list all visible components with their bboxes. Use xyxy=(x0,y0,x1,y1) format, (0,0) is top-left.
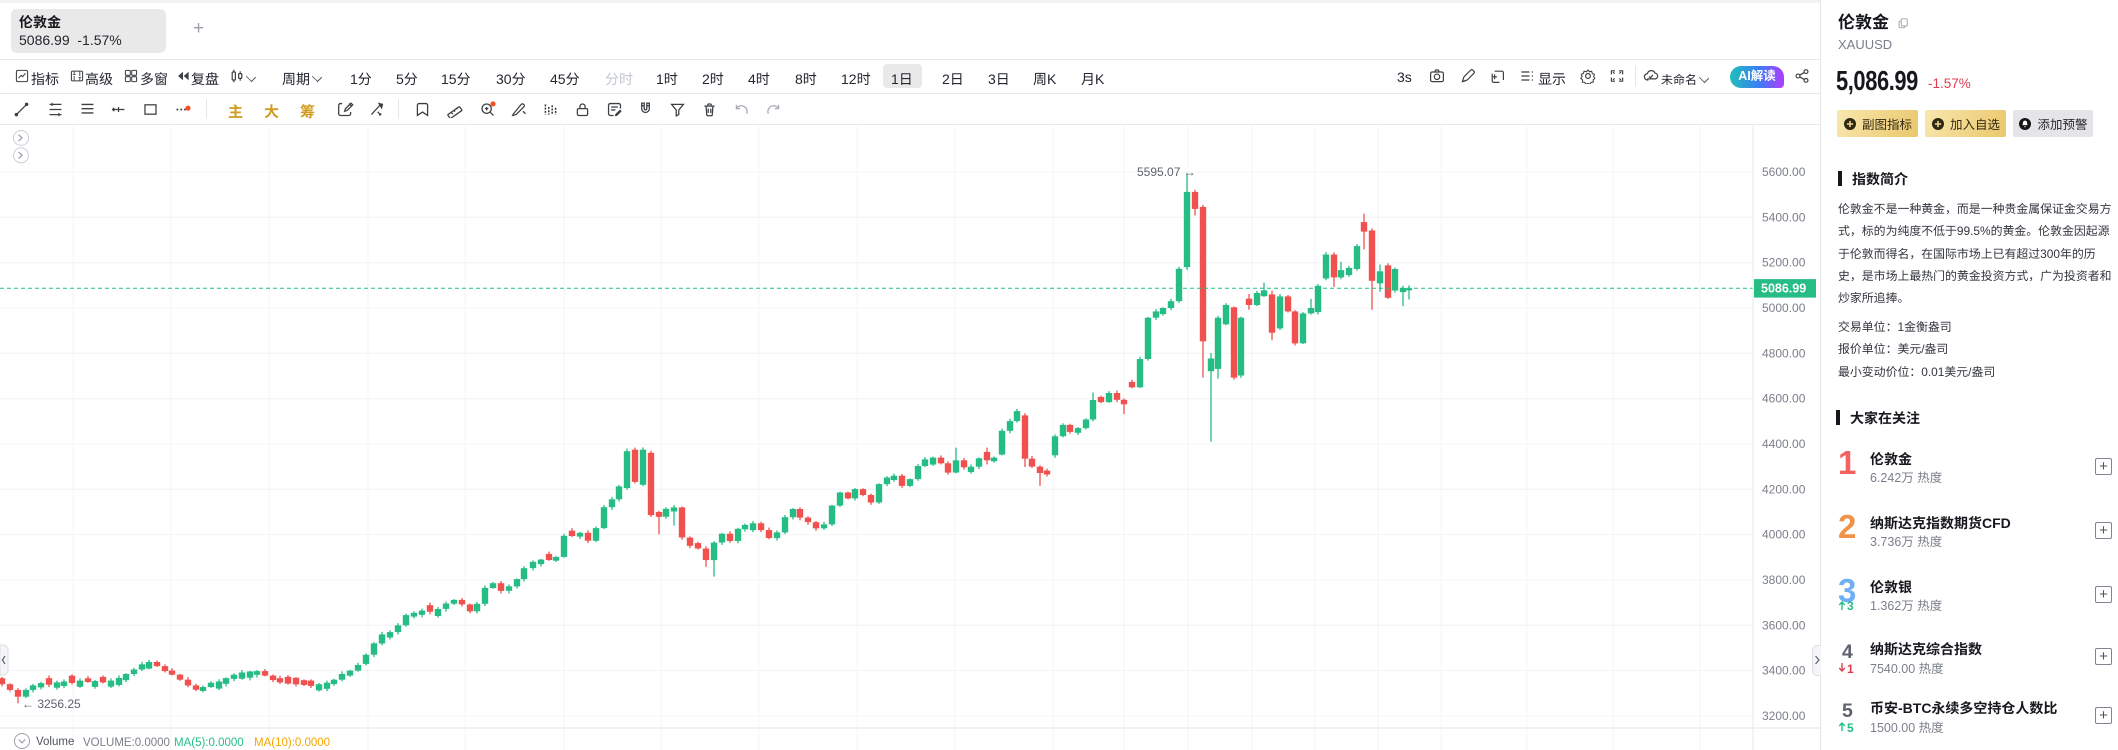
svg-text:MA(5):0.0000: MA(5):0.0000 xyxy=(174,737,244,749)
svg-text:3400.00: 3400.00 xyxy=(1762,664,1806,678)
svg-text:4200.00: 4200.00 xyxy=(1762,482,1806,496)
svg-text:5000.00: 5000.00 xyxy=(1762,301,1806,315)
svg-text:4400.00: 4400.00 xyxy=(1762,437,1806,451)
svg-text:5200.00: 5200.00 xyxy=(1762,256,1806,270)
svg-text:4600.00: 4600.00 xyxy=(1762,392,1806,406)
svg-text:5086.99: 5086.99 xyxy=(1761,282,1806,296)
svg-text:3800.00: 3800.00 xyxy=(1762,573,1806,587)
svg-text:MA(10):0.0000: MA(10):0.0000 xyxy=(254,737,330,749)
svg-text:5595.07 →: 5595.07 → xyxy=(1137,165,1196,179)
svg-text:4800.00: 4800.00 xyxy=(1762,346,1806,360)
svg-text:3200.00: 3200.00 xyxy=(1762,709,1806,723)
svg-text:5400.00: 5400.00 xyxy=(1762,210,1806,224)
svg-text:VOLUME:0.0000: VOLUME:0.0000 xyxy=(83,737,170,749)
svg-text:Volume: Volume xyxy=(36,736,74,748)
svg-text:3600.00: 3600.00 xyxy=(1762,618,1806,632)
svg-text:← 3256.25: ← 3256.25 xyxy=(22,697,81,711)
svg-text:5600.00: 5600.00 xyxy=(1762,165,1806,179)
svg-text:4000.00: 4000.00 xyxy=(1762,528,1806,542)
